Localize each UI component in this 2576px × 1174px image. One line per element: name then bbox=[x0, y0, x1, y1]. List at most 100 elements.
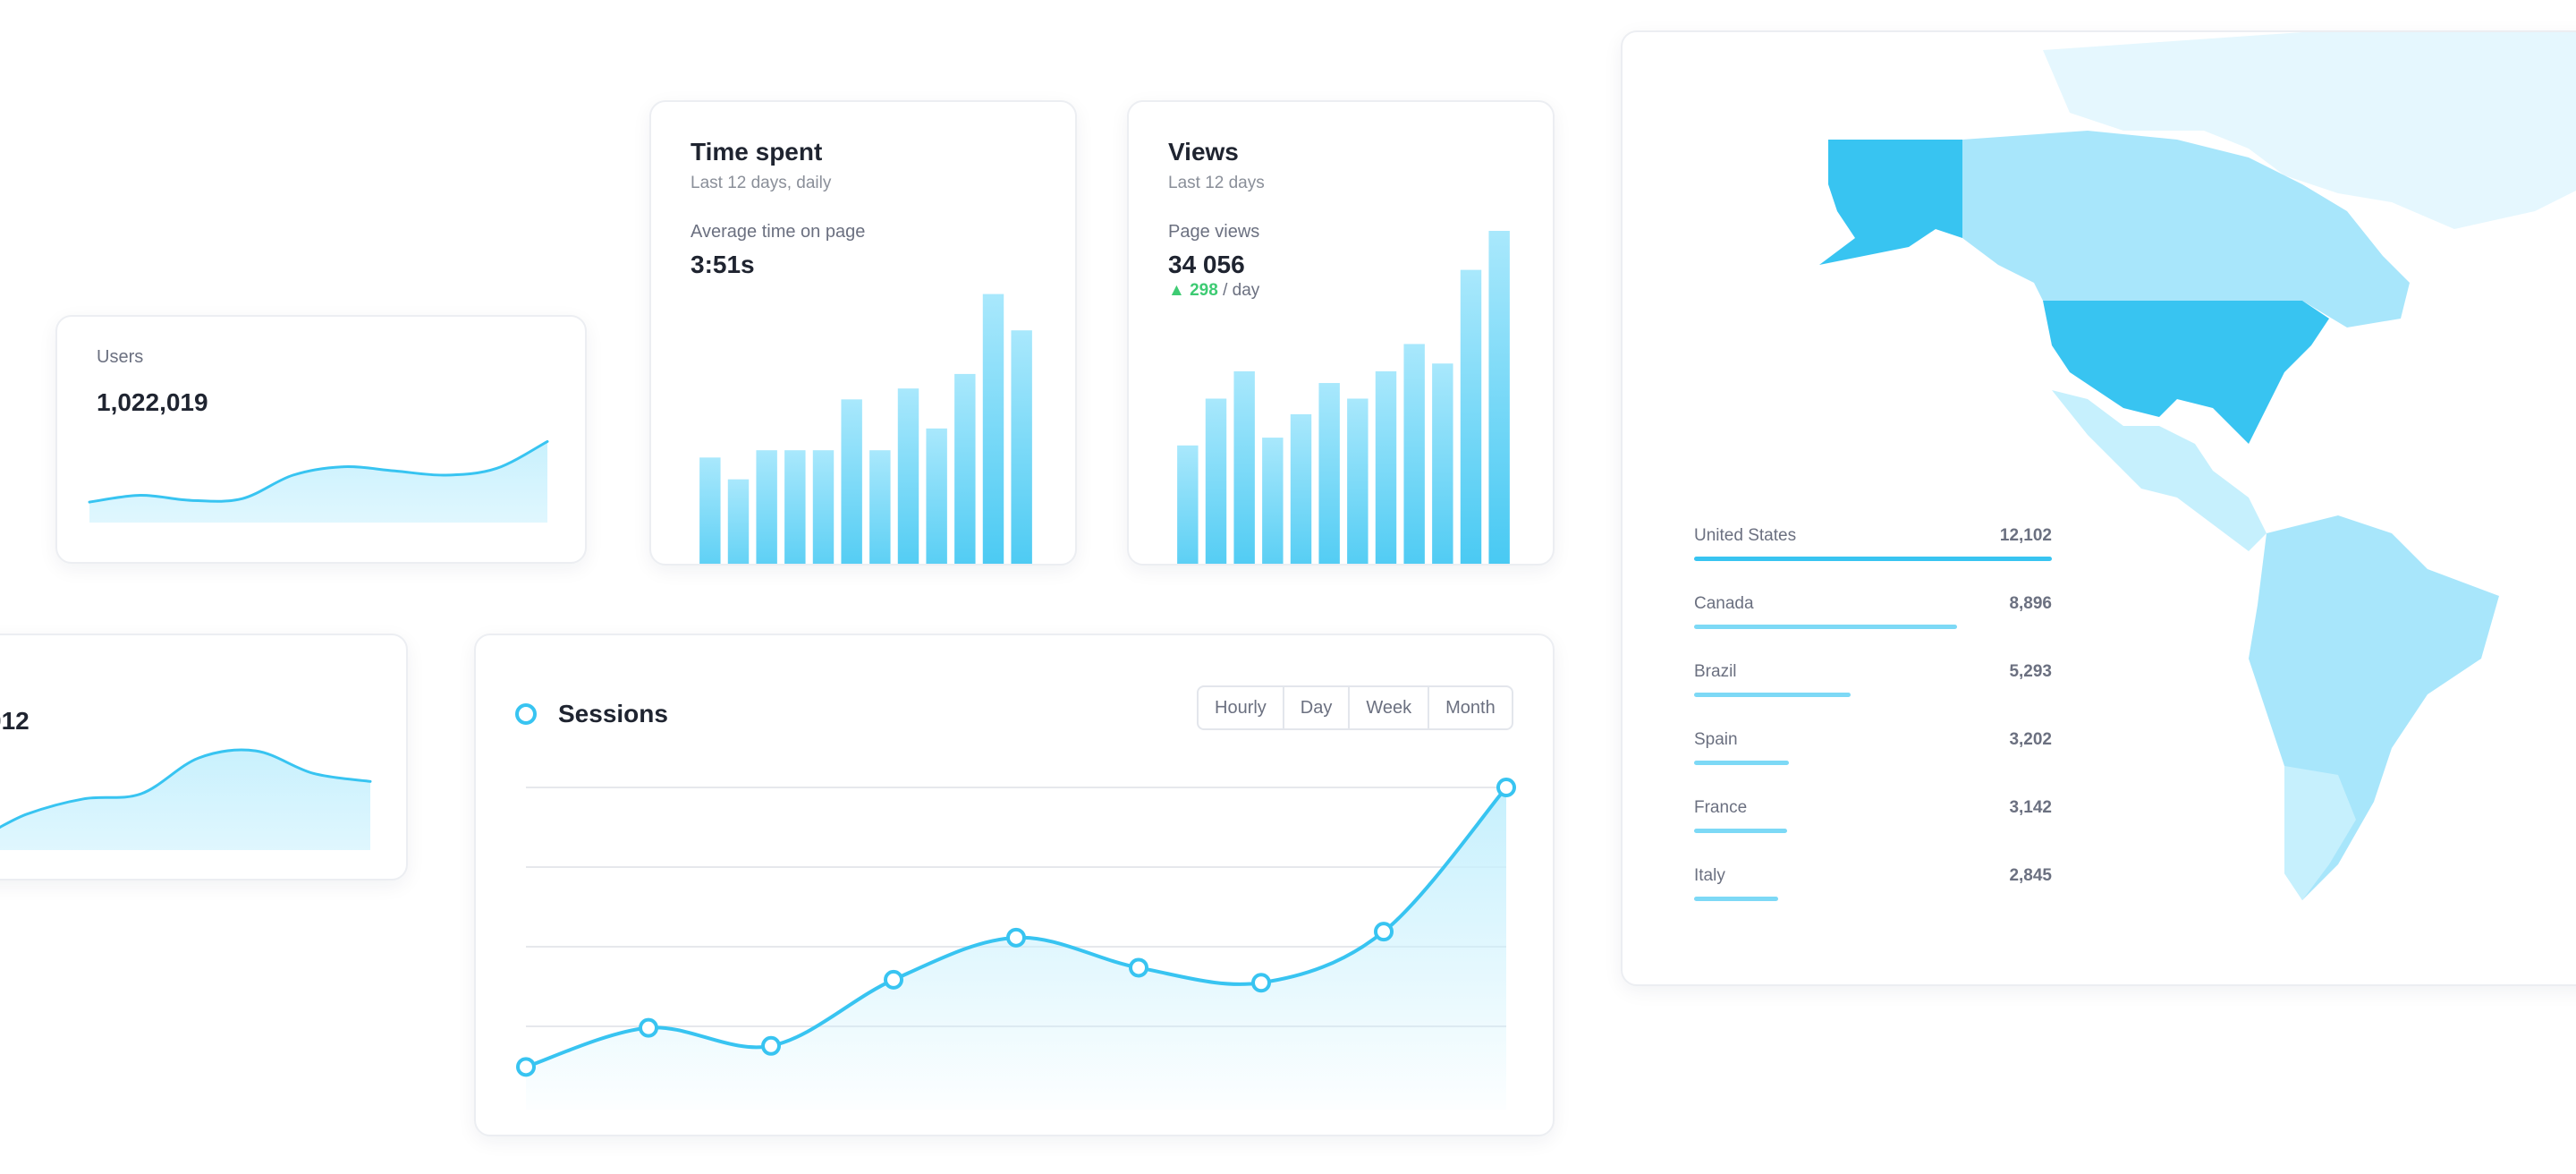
bar bbox=[1488, 231, 1510, 564]
bar bbox=[926, 428, 947, 564]
world-map bbox=[1819, 32, 2576, 900]
country-row: United States 12,102 bbox=[1694, 526, 2052, 589]
map-arctic-islands bbox=[2043, 32, 2576, 229]
bar bbox=[1432, 363, 1453, 564]
bar bbox=[1318, 383, 1340, 564]
bar bbox=[1233, 370, 1255, 564]
country-name: United States bbox=[1694, 526, 1797, 545]
bar bbox=[1205, 398, 1227, 564]
country-bar bbox=[1694, 625, 1958, 629]
country-row: France 3,142 bbox=[1694, 798, 2052, 861]
map-usa bbox=[2043, 301, 2329, 444]
views-card: Views Last 12 days Page views 34 056 ▲ 2… bbox=[1127, 100, 1555, 566]
country-value: 5,293 bbox=[2009, 662, 2052, 681]
map-alaska bbox=[1819, 140, 1962, 265]
sessions-point bbox=[884, 969, 903, 990]
partial-trend-chart bbox=[0, 748, 372, 850]
bar bbox=[841, 399, 862, 564]
range-selector: Hourly Day Week Month bbox=[1197, 685, 1513, 730]
country-name: Canada bbox=[1694, 594, 1754, 613]
bar bbox=[869, 450, 891, 564]
users-trend-chart bbox=[88, 439, 549, 523]
country-name: France bbox=[1694, 798, 1748, 817]
bar bbox=[897, 388, 919, 564]
sessions-point bbox=[639, 1017, 658, 1038]
map-canada bbox=[1962, 131, 2410, 328]
users-label: Users bbox=[97, 347, 144, 367]
views-label: Page views bbox=[1168, 222, 1260, 242]
time-spent-value: 3:51s bbox=[691, 251, 755, 278]
country-bar bbox=[1694, 693, 1851, 697]
country-row: Canada 8,896 bbox=[1694, 594, 2052, 657]
map-central-america bbox=[2052, 390, 2267, 551]
bar bbox=[784, 450, 806, 564]
bar bbox=[1290, 413, 1312, 564]
bar bbox=[1262, 438, 1284, 564]
views-bar-chart bbox=[1177, 231, 1510, 564]
trend-area bbox=[0, 750, 370, 850]
country-name: Spain bbox=[1694, 730, 1738, 749]
country-row: Brazil 5,293 bbox=[1694, 662, 2052, 725]
country-row: Italy 2,845 bbox=[1694, 866, 2052, 929]
country-bar bbox=[1694, 761, 1789, 765]
sessions-point bbox=[761, 1035, 781, 1056]
sessions-title: Sessions bbox=[558, 700, 668, 727]
bar bbox=[1460, 269, 1482, 564]
trend-area bbox=[89, 441, 547, 523]
time-spent-subtitle: Last 12 days, daily bbox=[691, 174, 832, 192]
country-value: 8,896 bbox=[2009, 594, 2052, 613]
views-subtitle: Last 12 days bbox=[1168, 174, 1265, 192]
range-week-button[interactable]: Week bbox=[1348, 687, 1428, 728]
bar bbox=[1177, 445, 1199, 564]
bar bbox=[954, 373, 976, 564]
bar bbox=[1375, 370, 1397, 564]
range-month-button[interactable]: Month bbox=[1428, 687, 1512, 728]
country-name: Italy bbox=[1694, 866, 1725, 885]
sessions-point bbox=[1251, 973, 1271, 993]
country-row: Spain 3,202 bbox=[1694, 730, 2052, 793]
views-delta: ▲ 298 / day bbox=[1168, 281, 1259, 301]
country-bar bbox=[1694, 897, 1779, 901]
bar bbox=[756, 450, 777, 564]
country-value: 12,102 bbox=[1999, 526, 2052, 545]
sessions-card: Sessions Hourly Day Week Month bbox=[474, 634, 1555, 1136]
country-bar bbox=[1694, 829, 1787, 833]
trend-line bbox=[0, 748, 372, 829]
views-value: 34 056 bbox=[1168, 251, 1245, 278]
range-hourly-button[interactable]: Hourly bbox=[1215, 698, 1267, 718]
time-spent-card: Time spent Last 12 days, daily Average t… bbox=[649, 100, 1077, 566]
bar bbox=[812, 450, 835, 564]
bar bbox=[982, 294, 1004, 564]
views-title: Views bbox=[1168, 138, 1239, 166]
bar bbox=[1011, 330, 1032, 564]
sessions-point bbox=[1006, 927, 1026, 948]
views-delta-value: 298 bbox=[1190, 281, 1218, 300]
country-name: Brazil bbox=[1694, 662, 1737, 681]
sessions-point bbox=[516, 1057, 536, 1077]
map-argentina-chile bbox=[2284, 766, 2356, 900]
range-day-button[interactable]: Day bbox=[1282, 687, 1349, 728]
sessions-area bbox=[526, 787, 1506, 1110]
bar bbox=[1347, 398, 1368, 564]
sessions-legend-dot bbox=[515, 703, 537, 725]
trend-line bbox=[88, 439, 549, 504]
time-spent-title: Time spent bbox=[691, 138, 823, 166]
bar bbox=[727, 479, 750, 564]
users-value: 1,022,019 bbox=[97, 388, 208, 416]
up-arrow-icon: ▲ bbox=[1168, 281, 1185, 300]
sessions-point bbox=[1374, 922, 1394, 942]
bar bbox=[1403, 344, 1425, 564]
sessions-line-chart bbox=[516, 778, 1516, 1110]
bar bbox=[699, 457, 721, 564]
map-card: United States 12,102 Canada 8,896 Brazil… bbox=[1621, 30, 2576, 986]
country-value: 3,142 bbox=[2009, 798, 2052, 817]
time-spent-label: Average time on page bbox=[691, 222, 866, 242]
views-delta-unit: / day bbox=[1223, 281, 1260, 300]
sessions-point bbox=[1496, 778, 1516, 797]
time-spent-bar-chart bbox=[699, 294, 1032, 564]
sessions-point bbox=[1129, 957, 1148, 978]
partial-stat-card: 012 bbox=[0, 634, 408, 880]
country-value: 3,202 bbox=[2009, 730, 2052, 749]
country-value: 2,845 bbox=[2009, 866, 2052, 885]
country-bar bbox=[1694, 557, 2052, 561]
